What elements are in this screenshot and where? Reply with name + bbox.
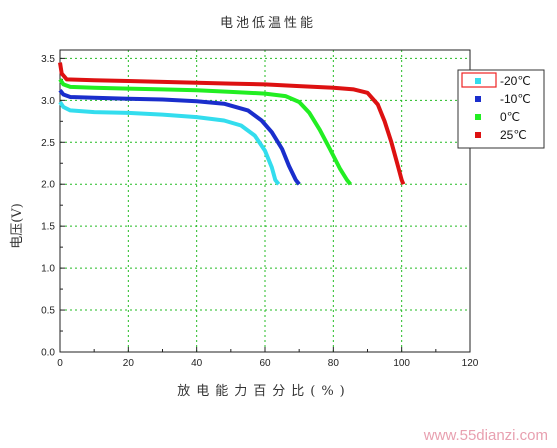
series-line	[58, 89, 301, 186]
y-axis-ticks: 0.0 0.5 1.0 1.5 2.0 2.5 3.0 3.5	[41, 54, 65, 359]
x-tick-label: 20	[123, 358, 135, 369]
legend-label: 25℃	[500, 128, 527, 142]
series-line	[58, 100, 281, 186]
series-line	[58, 62, 406, 185]
legend-highlight	[461, 72, 497, 88]
series-lines	[58, 62, 406, 186]
x-tick-label: 120	[462, 358, 479, 369]
x-tick-label: 40	[191, 358, 203, 369]
legend-box	[457, 69, 545, 149]
legend-label: -20℃	[500, 74, 531, 88]
y-tick-label: 1.0	[41, 264, 55, 275]
y-tick-label: 3.5	[41, 54, 55, 65]
x-axis-label: 放电能力百分比(%)	[177, 384, 351, 399]
legend: -20℃ -10℃ 0℃ 25℃	[457, 69, 545, 149]
series-line	[58, 78, 352, 186]
legend-label: -10℃	[500, 92, 531, 106]
legend-swatch	[475, 114, 481, 120]
y-axis-label: 电压(V)	[10, 203, 25, 249]
x-tick-label: 80	[328, 358, 340, 369]
y-tick-label: 0.5	[41, 306, 55, 317]
y-tick-label: 0.0	[41, 348, 55, 359]
legend-swatch	[475, 96, 481, 102]
y-tick-label: 2.5	[41, 138, 55, 149]
y-tick-label: 2.0	[41, 180, 55, 191]
x-tick-label: 0	[57, 358, 63, 369]
watermark: www.55dianzi.com	[423, 427, 548, 444]
y-tick-label: 1.5	[41, 222, 55, 233]
x-axis-ticks: 0 20 40 60 80 100 120	[57, 347, 479, 369]
legend-swatch	[475, 132, 481, 138]
x-tick-label: 100	[393, 358, 410, 369]
y-tick-label: 3.0	[41, 96, 55, 107]
legend-label: 0℃	[500, 110, 520, 124]
x-tick-label: 60	[259, 358, 271, 369]
legend-swatch	[475, 78, 481, 84]
chart-title: 电池低温性能	[220, 16, 316, 31]
